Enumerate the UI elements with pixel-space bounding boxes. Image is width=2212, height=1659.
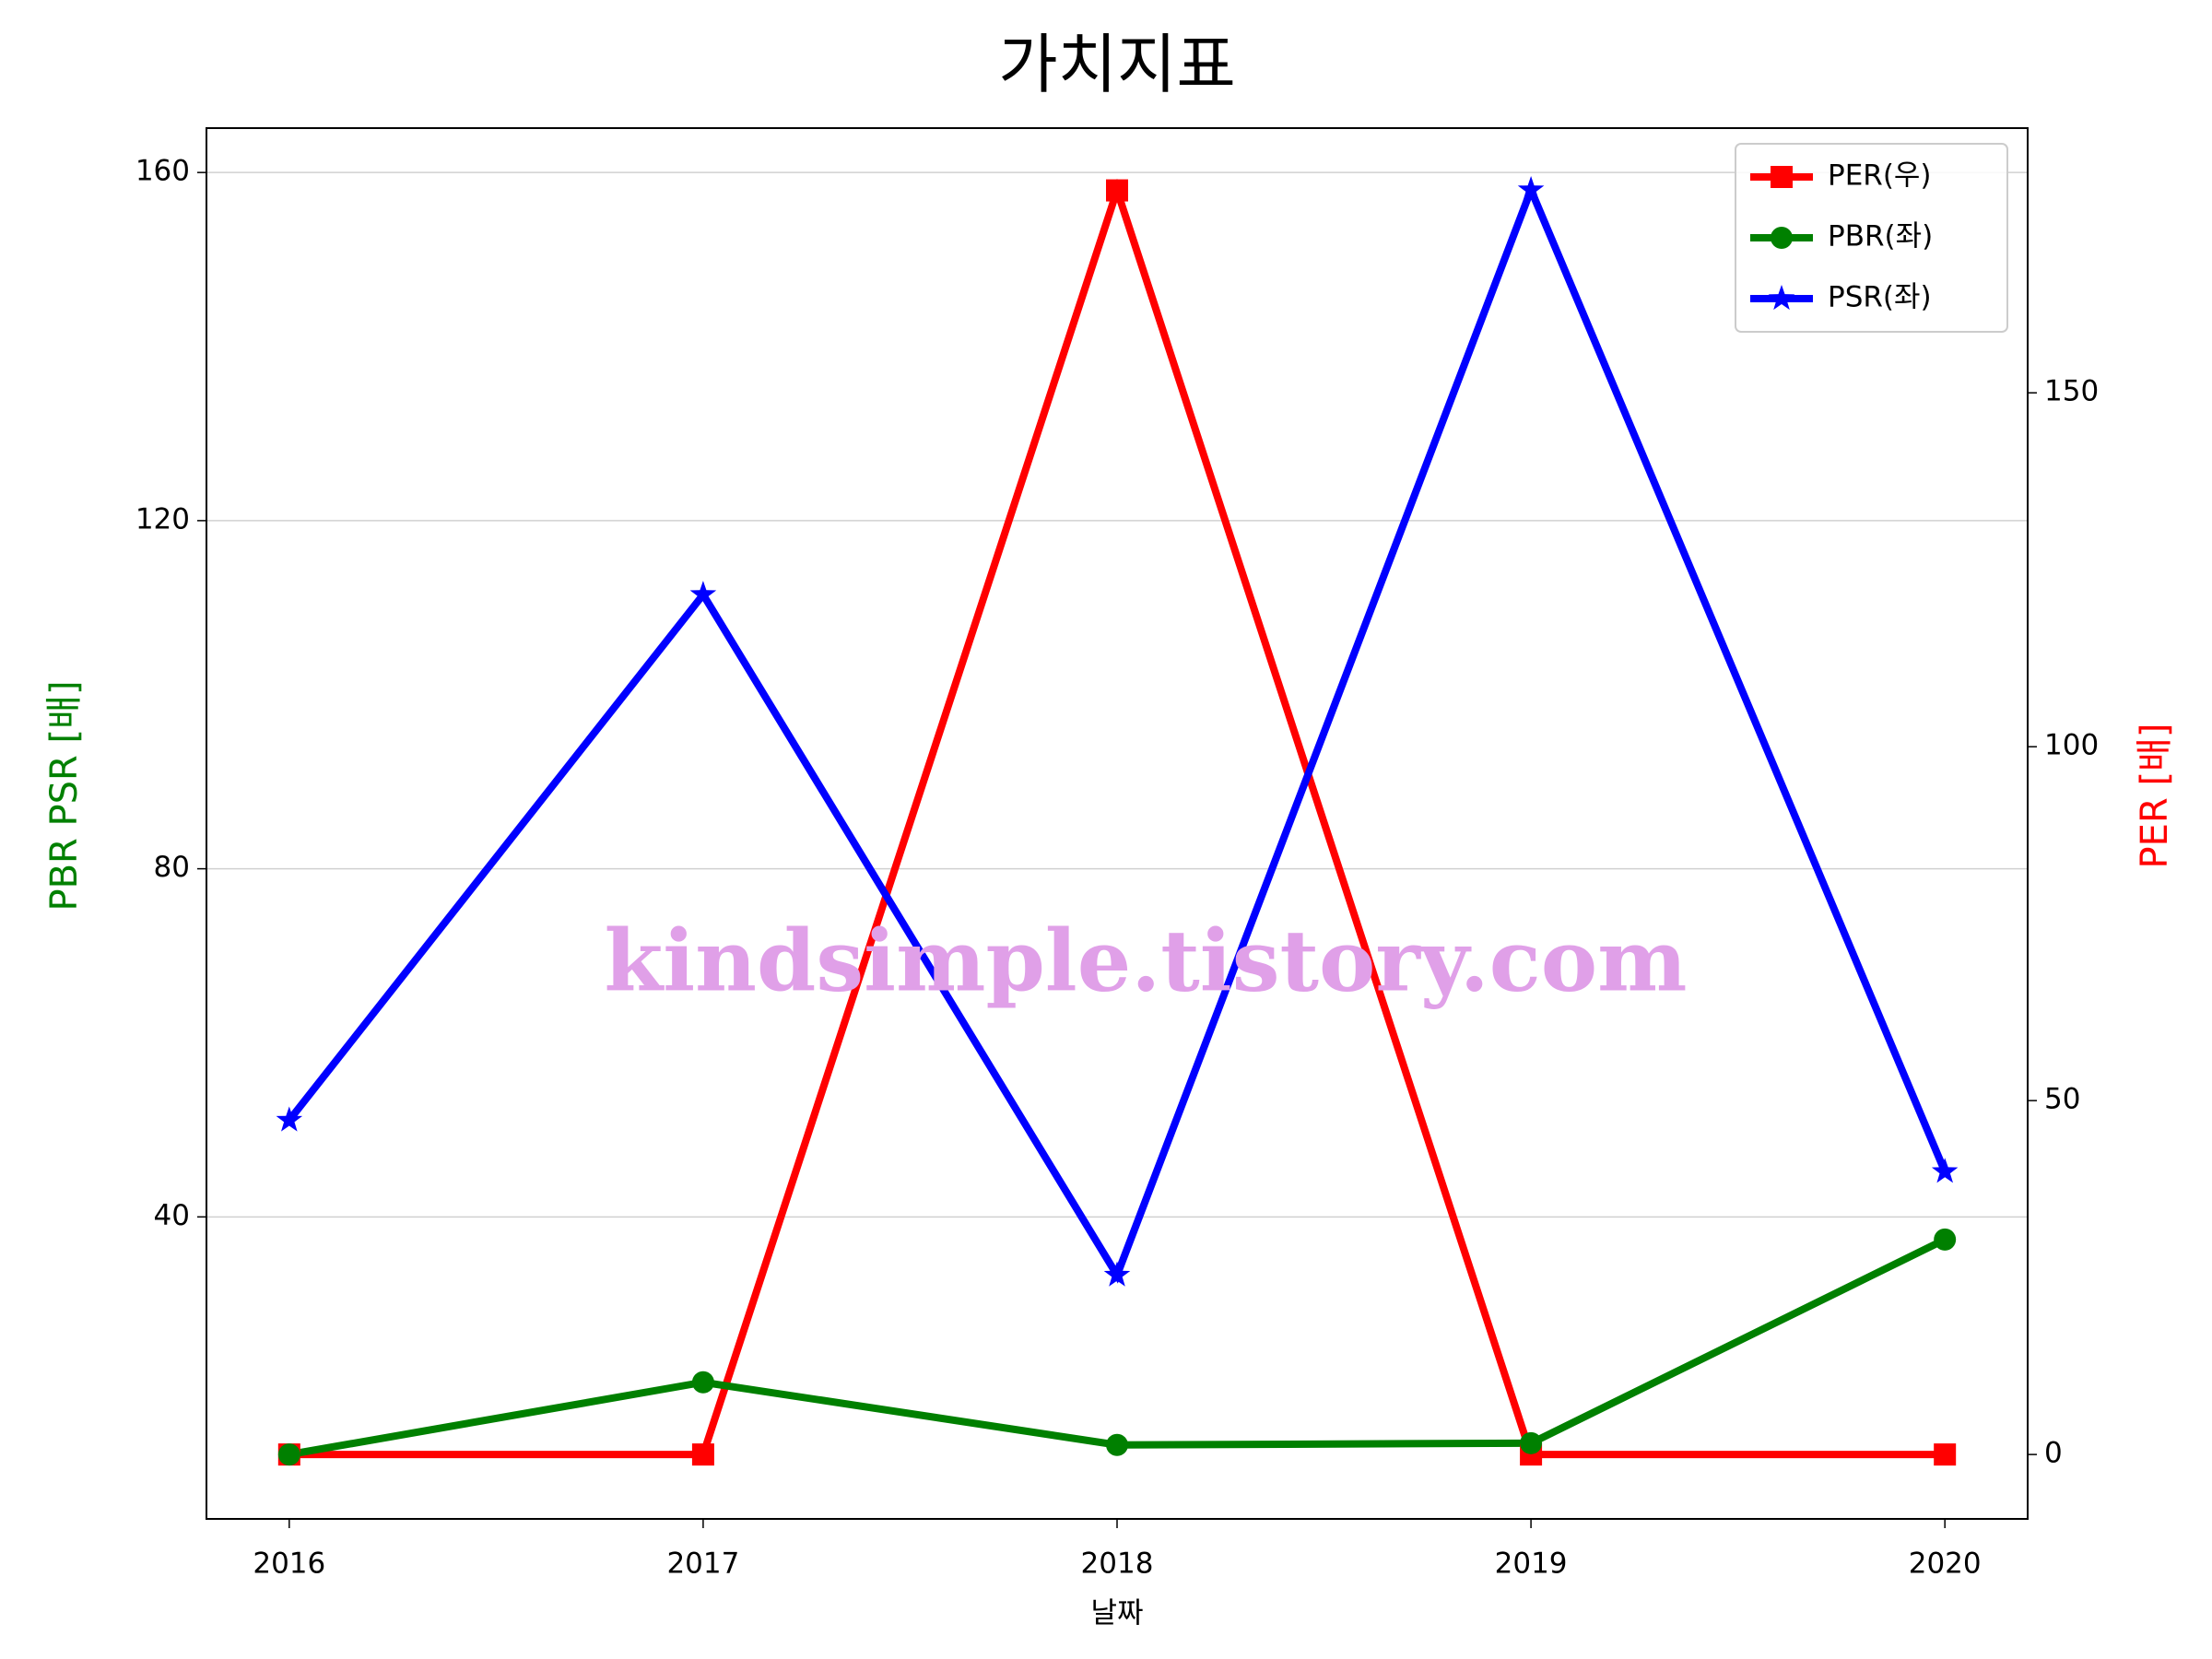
x-axis-label: 날짜: [1090, 1597, 1143, 1630]
y2-axis-label: PER [배]: [2134, 724, 2176, 869]
y-tick-label: 120: [135, 502, 190, 535]
legend-label: PSR(좌): [1828, 281, 1932, 314]
chart-title: 가치지표: [998, 27, 1236, 102]
marker: [276, 1106, 303, 1132]
legend-marker: [1771, 166, 1793, 188]
watermark: kindsimple.tistory.com: [604, 912, 1687, 1011]
marker: [1103, 1261, 1131, 1287]
marker: [1520, 1431, 1543, 1454]
y-tick-label: 40: [154, 1199, 190, 1232]
marker: [1517, 176, 1545, 202]
plot-frame: [206, 127, 2029, 1520]
y-tick-label: 160: [135, 155, 190, 188]
x-tick-label: 2017: [666, 1547, 739, 1581]
y-axis-label: PBR PSR [배]: [43, 680, 86, 911]
marker: [1106, 1433, 1128, 1456]
legend-marker: [1768, 285, 1795, 311]
y-tick-label: 80: [154, 851, 190, 884]
marker: [689, 581, 717, 606]
x-tick-label: 2019: [1495, 1547, 1568, 1581]
marker: [1934, 1443, 1957, 1466]
marker: [1106, 179, 1128, 202]
marker: [1931, 1158, 1959, 1183]
marker: [691, 1443, 714, 1466]
y2-tick-label: 0: [2044, 1437, 2063, 1470]
marker: [277, 1443, 300, 1466]
legend-label: PBR(좌): [1828, 220, 1933, 253]
marker: [691, 1371, 714, 1394]
y2-tick-label: 50: [2044, 1083, 2080, 1116]
x-tick-label: 2016: [253, 1547, 325, 1581]
series-line: [286, 180, 1948, 1284]
legend-marker: [1771, 227, 1793, 249]
x-tick-label: 2018: [1081, 1547, 1154, 1581]
y2-tick-label: 100: [2044, 729, 2099, 762]
marker: [1934, 1228, 1957, 1251]
y2-tick-label: 150: [2044, 375, 2099, 408]
legend-label: PER(우): [1828, 159, 1932, 193]
x-tick-label: 2020: [1909, 1547, 1982, 1581]
legend-box: [1735, 143, 2008, 333]
